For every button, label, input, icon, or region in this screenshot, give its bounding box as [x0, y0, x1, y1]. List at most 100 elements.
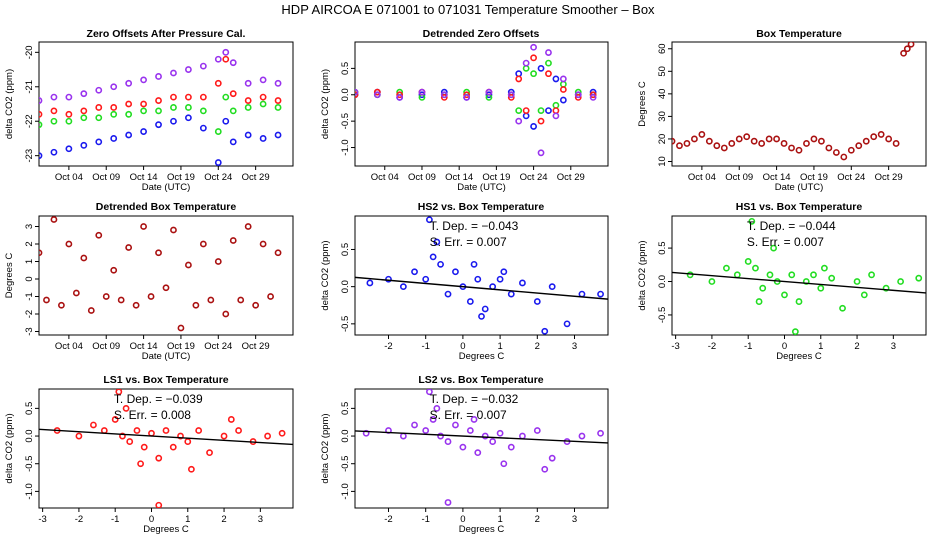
data-point [222, 310, 230, 318]
data-point [748, 217, 756, 225]
data-point [882, 284, 890, 292]
data-point [765, 135, 773, 143]
data-point [95, 86, 103, 94]
data-point [422, 275, 430, 283]
data-point [802, 278, 810, 285]
data-point [110, 83, 118, 91]
data-point [470, 416, 478, 423]
panel-1: Zero Offsets After Pressure Cal. Oct 04 Oc… [4, 28, 294, 193]
data-point [788, 271, 796, 279]
data-point [155, 121, 162, 129]
data-point [195, 427, 203, 434]
data-point [111, 416, 119, 423]
data-point [50, 148, 58, 156]
data-point [877, 131, 885, 138]
data-point [810, 135, 818, 143]
data-point [87, 307, 95, 314]
x-tick-label: Oct 09 [725, 172, 753, 183]
data-point [185, 104, 192, 111]
data-point [187, 465, 195, 473]
data-point [185, 114, 192, 122]
data-point [259, 100, 267, 108]
data-point [559, 80, 567, 88]
data-point [95, 114, 103, 122]
data-point [478, 313, 485, 320]
data-point [559, 75, 567, 83]
x-tick-label: Oct 09 [92, 341, 120, 352]
annotation-dependence: T. Dep. = −0.032 [430, 392, 519, 406]
data-point [366, 279, 374, 287]
data-point [541, 327, 549, 335]
data-point [95, 138, 103, 146]
data-point [169, 443, 177, 451]
data-point [723, 264, 730, 272]
x-tick-label: -2 [384, 514, 392, 525]
data-point [676, 142, 683, 150]
x-tick-label: 2 [535, 341, 540, 352]
plot-frame [671, 215, 927, 336]
data-point [155, 501, 163, 508]
data-point [839, 304, 846, 312]
data-point [735, 135, 743, 143]
x-tick-label: Oct 14 [445, 172, 473, 183]
data-point [418, 88, 426, 96]
data-point [552, 112, 560, 120]
data-point [155, 107, 162, 115]
data-point [259, 93, 267, 101]
data-point [125, 110, 133, 118]
data-point [355, 88, 359, 96]
data-point [530, 70, 537, 78]
data-point [229, 107, 237, 115]
data-point [185, 66, 192, 73]
x-tick-label: Oct 29 [875, 172, 903, 183]
data-point [459, 443, 467, 451]
x-tick-label: 3 [572, 514, 577, 525]
data-point [110, 266, 118, 274]
data-point [552, 107, 560, 114]
data-point [825, 144, 833, 152]
data-point [548, 283, 556, 291]
data-point [791, 328, 799, 335]
data-point [552, 101, 560, 109]
data-point [274, 104, 282, 111]
data-area [355, 389, 608, 506]
data-point [868, 271, 875, 279]
series-box [39, 216, 282, 332]
x-tick-label: 1 [818, 341, 823, 352]
panel-title: Detrended Zero Offsets [423, 28, 540, 40]
x-tick-label: Oct 14 [130, 172, 158, 183]
x-tick-label: 3 [891, 341, 896, 352]
data-area [355, 216, 608, 335]
series-hs1 [39, 93, 282, 135]
data-point [578, 432, 586, 440]
data-point [222, 93, 230, 101]
data-point [574, 91, 582, 99]
x-tick-label: 0 [460, 514, 465, 525]
plot-frame [38, 215, 294, 336]
data-point [530, 43, 537, 51]
series-hs1 [355, 59, 597, 114]
data-point [170, 226, 177, 234]
data-point [229, 59, 237, 67]
data-point [259, 76, 267, 84]
annotation-std-error: S. Err. = 0.008 [114, 408, 191, 422]
x-tick-label: Oct 14 [130, 341, 158, 352]
series-hs1 [686, 217, 923, 335]
x-axis-label: Degrees C [143, 524, 189, 535]
x-tick-label: Oct 19 [167, 341, 195, 352]
fit-line [39, 428, 293, 446]
data-point [117, 296, 125, 304]
data-point [574, 94, 582, 101]
data-point [537, 117, 545, 125]
x-tick-label: 0 [149, 514, 154, 525]
panel-7: LS1 vs. Box Temperature -3 -2 -1 0 1 2 3 -1.0 -0.… [4, 374, 294, 535]
y-tick-label: 0.0 [657, 275, 668, 288]
data-point [832, 149, 840, 156]
x-axis-label: Degrees C [459, 351, 505, 362]
plot-frame [354, 388, 609, 509]
data-point [720, 144, 728, 152]
data-point [148, 429, 155, 437]
data-point [140, 443, 148, 451]
data-point [65, 117, 73, 125]
data-point [199, 62, 207, 70]
